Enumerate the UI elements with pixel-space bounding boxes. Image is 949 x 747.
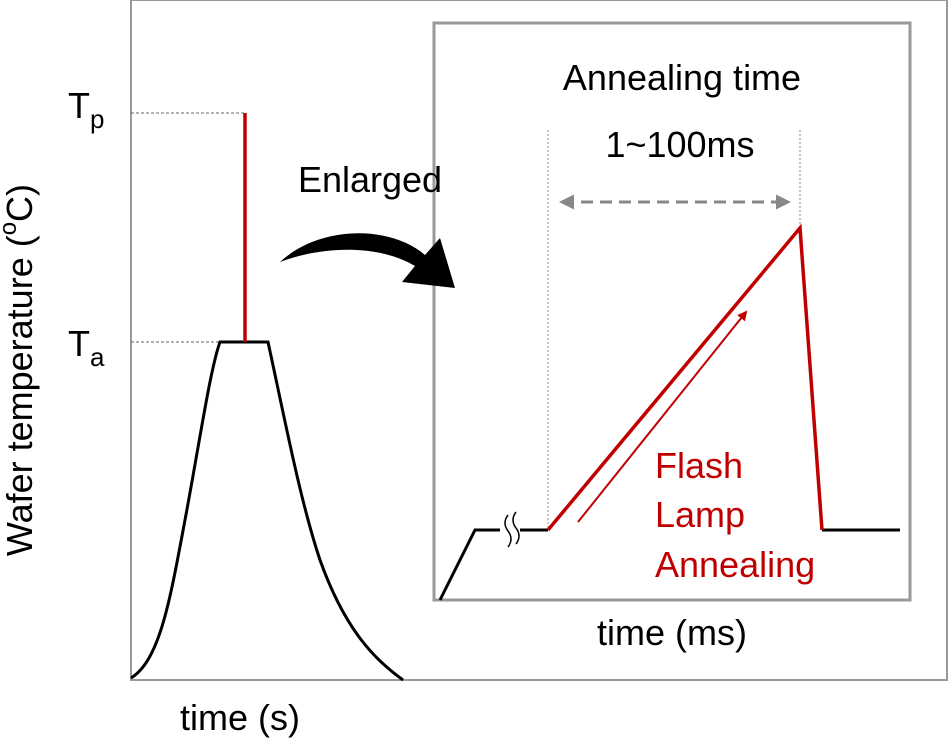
break-mark (504, 511, 520, 548)
enlarge-arrow (280, 233, 455, 288)
ramp-arrow (577, 310, 748, 523)
text-part: T (68, 85, 90, 126)
text-part: C) (0, 184, 40, 222)
main-frame (130, 0, 948, 681)
curve-label: Flash (655, 445, 743, 486)
duration-label: 1~100ms (605, 124, 754, 165)
text-part: p (90, 104, 104, 134)
curve-label: Lamp (655, 494, 745, 535)
flash-curve (546, 223, 824, 532)
x-axis-label: time (s) (180, 697, 300, 738)
temperature-curve (130, 340, 404, 682)
curve-label: Annealing (655, 544, 815, 585)
text-part: T (68, 323, 90, 364)
text-part: a (90, 342, 105, 372)
text-part: o (0, 222, 22, 235)
y-axis-label: Wafer temperature (oC) (0, 184, 40, 556)
inset-x-label: time (ms) (597, 612, 747, 653)
text-part: Wafer temperature ( (0, 235, 40, 556)
inset-frame (432, 21, 912, 602)
level-label: Ta (68, 323, 105, 372)
inset-curve (438, 528, 900, 601)
arrow-label: Enlarged (298, 159, 442, 200)
level-label: Tp (68, 85, 104, 134)
inset-title: Annealing time (563, 57, 801, 98)
